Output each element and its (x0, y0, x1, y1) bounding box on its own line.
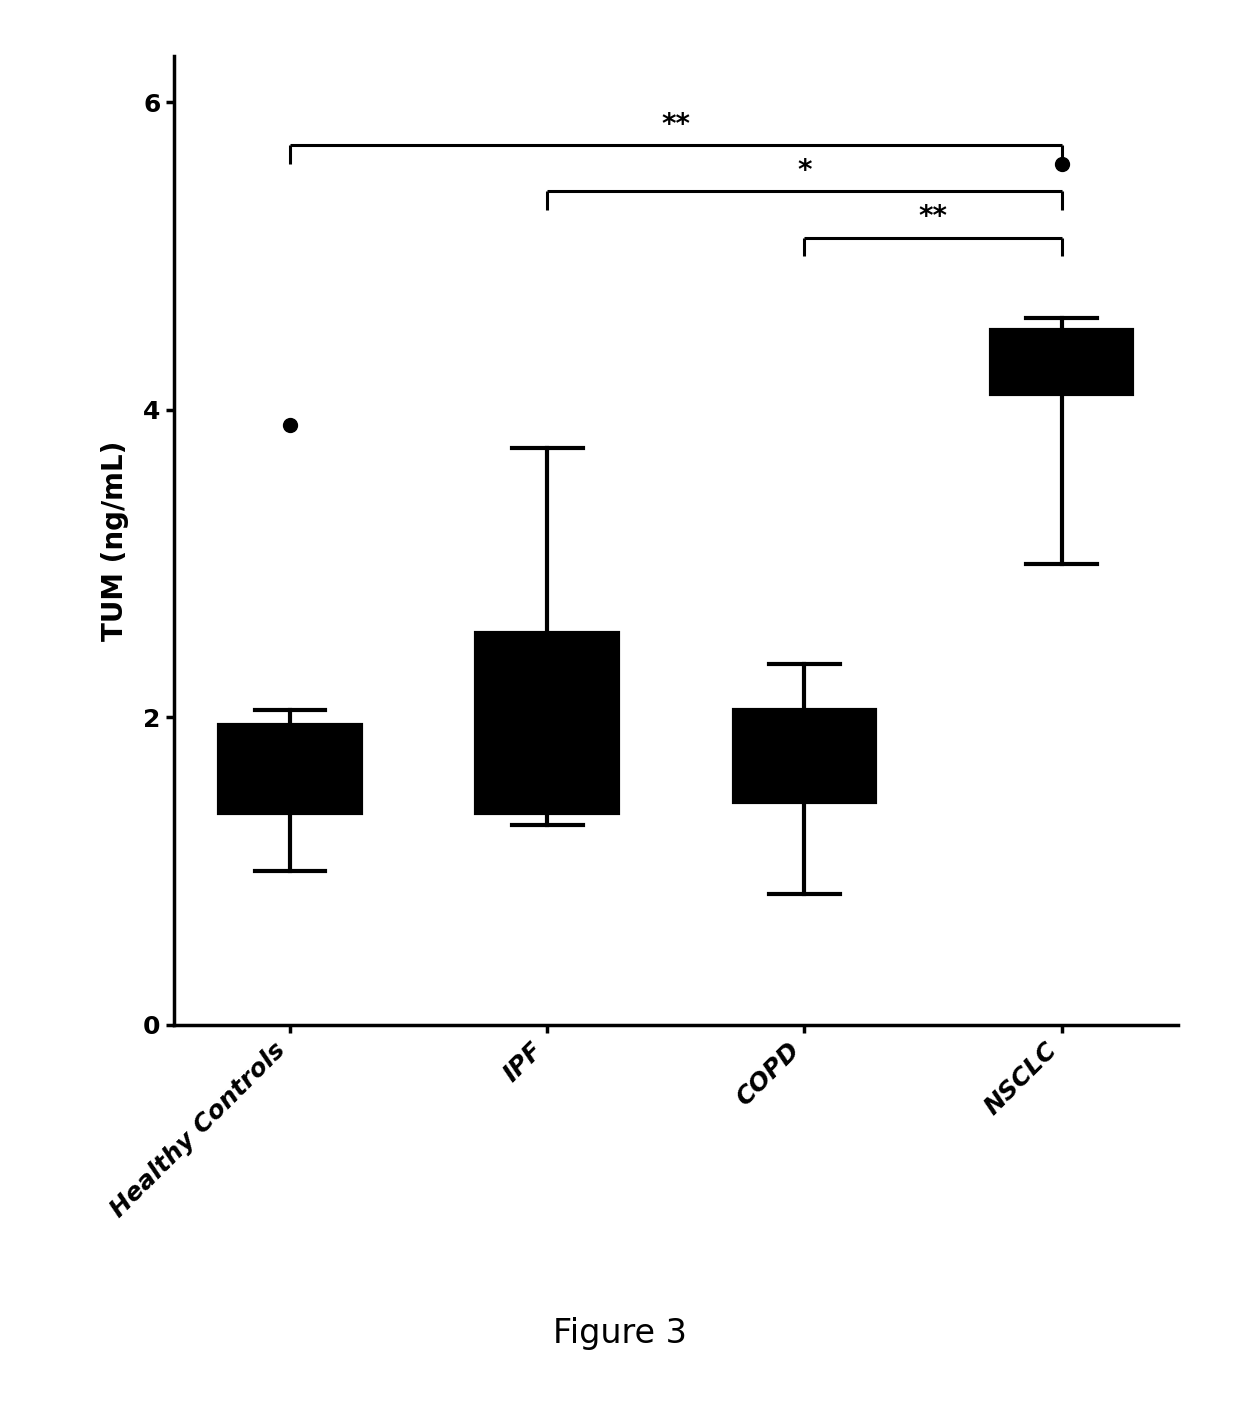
Text: *: * (797, 157, 812, 185)
Y-axis label: TUM (ng/mL): TUM (ng/mL) (100, 441, 129, 640)
PathPatch shape (734, 709, 875, 802)
PathPatch shape (476, 633, 618, 813)
Text: **: ** (661, 111, 691, 139)
PathPatch shape (219, 724, 361, 813)
Text: **: ** (919, 204, 947, 232)
Text: Figure 3: Figure 3 (553, 1317, 687, 1351)
PathPatch shape (991, 330, 1132, 395)
